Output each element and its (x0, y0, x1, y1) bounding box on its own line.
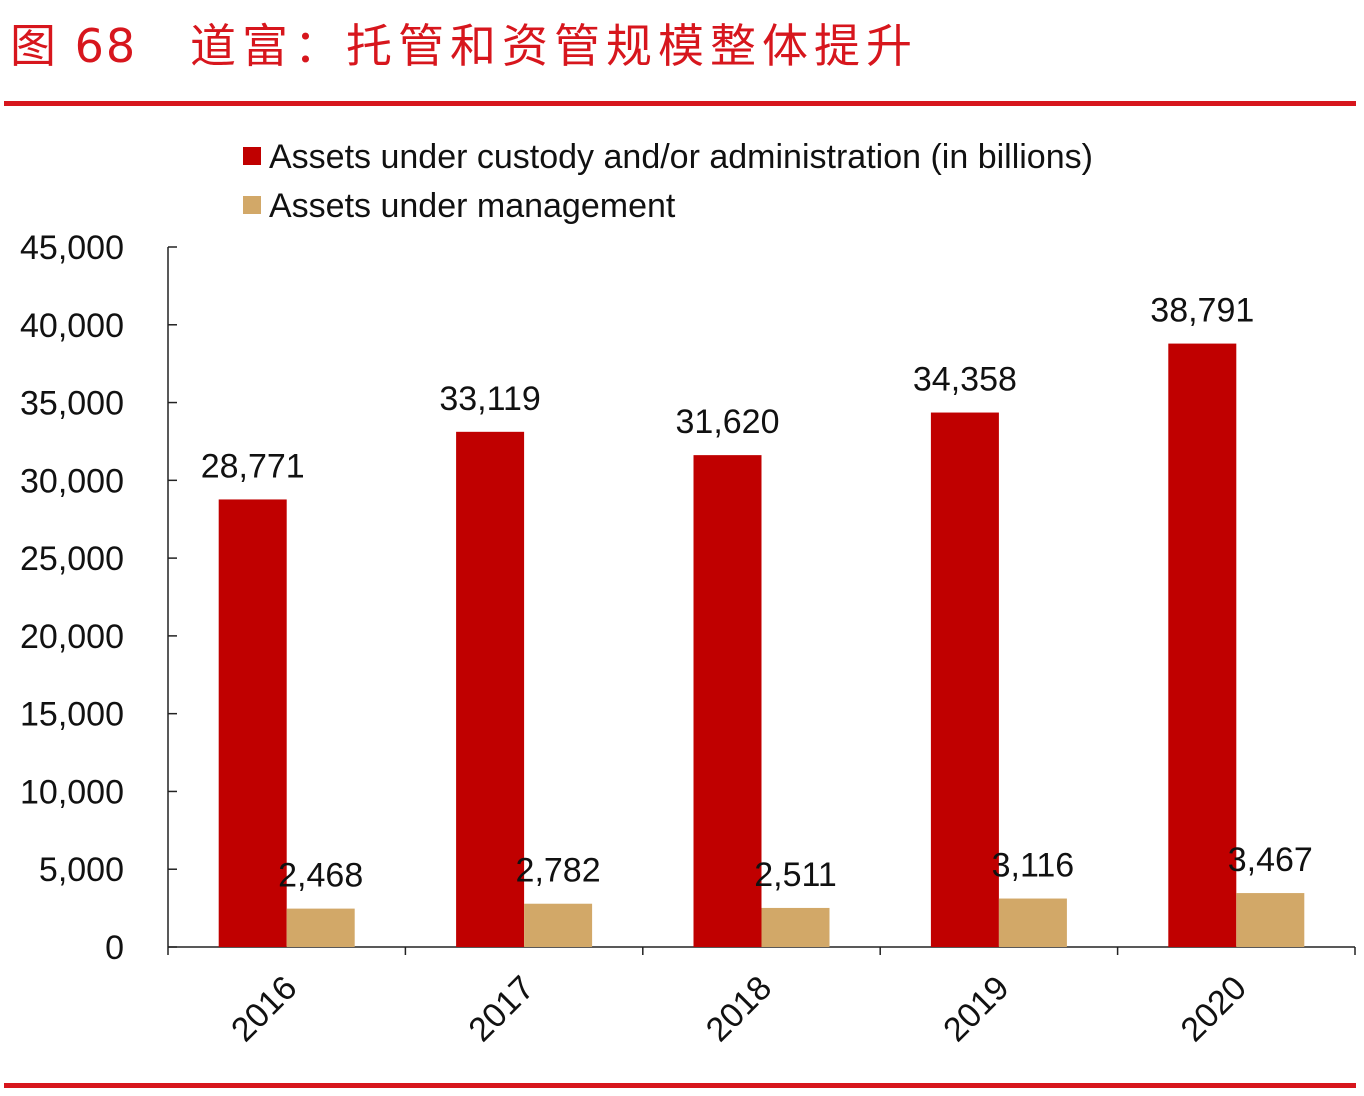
x-tick-label-2017: 2017 (461, 969, 541, 1049)
data-label-series1-2016: 28,771 (201, 447, 305, 485)
figure-title: 道富：托管和资管规模整体提升 (190, 19, 918, 73)
bar-series1-2019 (930, 412, 999, 947)
x-tick-label-2019: 2019 (936, 969, 1016, 1049)
data-label-series1-2018: 31,620 (676, 403, 780, 441)
bar-series2-2017 (524, 903, 593, 947)
x-tick-label-2020: 2020 (1174, 969, 1254, 1049)
data-label-series1-2019: 34,358 (913, 361, 1017, 399)
data-label-series1-2017: 33,119 (439, 380, 540, 418)
legend-label-2: Assets under management (269, 187, 676, 225)
bottom-rule (4, 1083, 1356, 1088)
data-label-series2-2020: 3,467 (1228, 841, 1313, 879)
bar-series2-2019 (998, 898, 1067, 947)
data-label-series2-2016: 2,468 (278, 857, 363, 895)
y-tick-label: 20,000 (20, 618, 124, 656)
bar-series2-2018 (761, 907, 830, 947)
data-label-series2-2019: 3,116 (992, 847, 1075, 885)
y-tick-label: 30,000 (20, 462, 124, 500)
y-tick-label: 10,000 (20, 773, 124, 811)
bar-series1-2018 (693, 455, 762, 947)
y-tick-label: 25,000 (20, 540, 124, 578)
bar-series1-2016 (218, 499, 287, 947)
legend-swatch-2 (243, 196, 261, 214)
y-tick-label: 15,000 (20, 696, 124, 734)
y-tick-label: 35,000 (20, 385, 124, 423)
top-rule (4, 101, 1356, 106)
legend-label-1: Assets under custody and/or administrati… (269, 138, 1093, 176)
y-tick-label: 5,000 (39, 851, 124, 889)
bar-series2-2016 (286, 908, 355, 947)
data-label-series2-2017: 2,782 (516, 852, 601, 890)
bar-series2-2020 (1236, 893, 1305, 947)
y-tick-label: 45,000 (20, 229, 124, 267)
data-label-series2-2018: 2,511 (754, 856, 837, 894)
figure-label: 图 68 (10, 19, 138, 73)
bar-series1-2020 (1168, 343, 1237, 947)
y-tick-label: 0 (105, 929, 124, 967)
legend-swatch-1 (243, 147, 261, 165)
y-tick-label: 40,000 (20, 307, 124, 345)
bar-series1-2017 (456, 431, 525, 947)
x-tick-label-2016: 2016 (224, 969, 304, 1049)
x-tick-label-2018: 2018 (699, 969, 779, 1049)
data-label-series1-2020: 38,791 (1150, 292, 1254, 330)
